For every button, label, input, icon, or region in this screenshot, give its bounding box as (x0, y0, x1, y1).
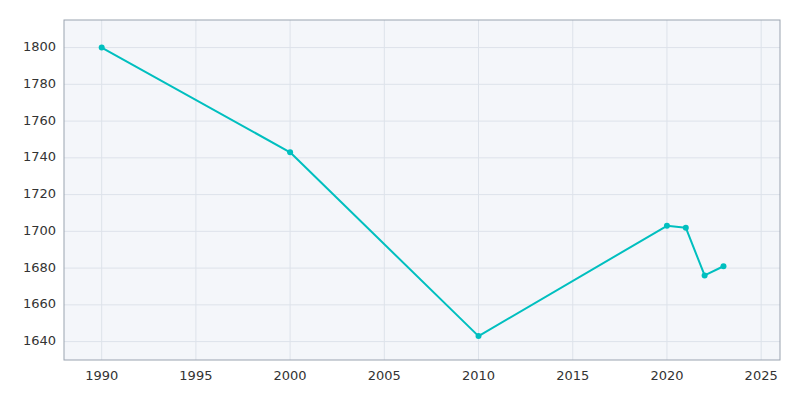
plot-frame (64, 20, 780, 360)
x-tick-label: 2020 (650, 368, 683, 383)
y-tick-label: 1660 (23, 296, 56, 311)
line (102, 48, 724, 337)
grid-line-y (64, 121, 780, 122)
x-tick-label: 2025 (745, 368, 778, 383)
x-tick-label: 1990 (85, 368, 118, 383)
grid-line-y (64, 84, 780, 85)
grid-line-x (666, 20, 667, 360)
x-tick-label: 2015 (556, 368, 589, 383)
y-tick-label: 1780 (23, 76, 56, 91)
grid-line-y (64, 341, 780, 342)
grid-line-y (64, 157, 780, 158)
grid-line-x (195, 20, 196, 360)
point (476, 333, 482, 339)
grid-line-y (64, 268, 780, 269)
point (287, 149, 293, 155)
y-tick-label: 1740 (23, 149, 56, 164)
chart: 1990 1995 2000 2005 2010 2015 2020 2025 1640 1660… (0, 0, 800, 400)
x-tick-label: 1995 (179, 368, 212, 383)
grid-line-y (64, 194, 780, 195)
grid-line-x (761, 20, 762, 360)
grid-line-y (64, 304, 780, 305)
grid-line-x (101, 20, 102, 360)
point (683, 225, 689, 231)
point (720, 263, 726, 269)
x-tick-label: 2005 (368, 368, 401, 383)
point (702, 272, 708, 278)
grid (64, 20, 780, 360)
y-tick-label: 1720 (23, 186, 56, 201)
x-tick-label: 2010 (462, 368, 495, 383)
grid-line-x (572, 20, 573, 360)
x-tick-label: 2000 (274, 368, 307, 383)
plot-area (64, 20, 780, 360)
point (99, 45, 105, 51)
y-tick-label: 1700 (23, 223, 56, 238)
point (664, 223, 670, 229)
grid-line-y (64, 47, 780, 48)
grid-line-y (64, 231, 780, 232)
tick-labels: 1990 1995 2000 2005 2010 2015 2020 2025 1640 1660… (23, 39, 778, 383)
series (99, 45, 727, 340)
y-tick-label: 1680 (23, 260, 56, 275)
y-tick-label: 1760 (23, 113, 56, 128)
grid-line-x (290, 20, 291, 360)
y-tick-label: 1800 (23, 39, 56, 54)
grid-line-x (384, 20, 385, 360)
grid-line-x (478, 20, 479, 360)
y-tick-label: 1640 (23, 333, 56, 348)
